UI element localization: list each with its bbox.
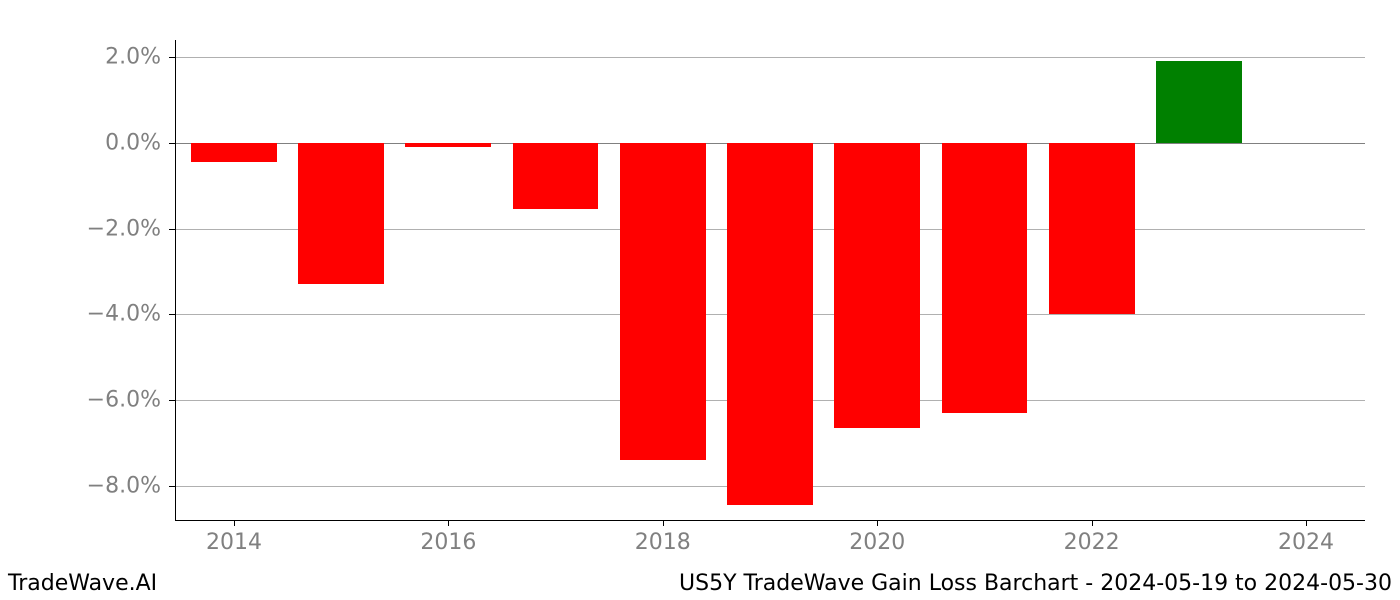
y-tick-mark bbox=[169, 400, 175, 401]
y-tick-label: −2.0% bbox=[0, 216, 161, 241]
footer-watermark: TradeWave.AI bbox=[8, 571, 157, 596]
y-tick-label: −4.0% bbox=[0, 302, 161, 327]
y-tick-mark bbox=[169, 229, 175, 230]
y-tick-label: −8.0% bbox=[0, 473, 161, 498]
y-tick-mark bbox=[169, 314, 175, 315]
x-tick-mark bbox=[1092, 520, 1093, 526]
y-axis-line bbox=[175, 40, 176, 520]
bar bbox=[834, 143, 920, 428]
x-tick-label: 2020 bbox=[849, 530, 905, 555]
x-tick-label: 2018 bbox=[635, 530, 691, 555]
y-tick-label: 2.0% bbox=[0, 45, 161, 70]
x-axis-line bbox=[175, 520, 1365, 521]
gridline bbox=[175, 57, 1365, 58]
x-tick-label: 2022 bbox=[1064, 530, 1120, 555]
bar bbox=[298, 143, 384, 284]
y-tick-mark bbox=[169, 143, 175, 144]
bar bbox=[1156, 61, 1242, 142]
bar bbox=[513, 143, 599, 209]
bar bbox=[191, 143, 277, 162]
x-tick-mark bbox=[1306, 520, 1307, 526]
x-tick-label: 2016 bbox=[420, 530, 476, 555]
x-tick-label: 2014 bbox=[206, 530, 262, 555]
footer-caption: US5Y TradeWave Gain Loss Barchart - 2024… bbox=[679, 571, 1392, 596]
bar bbox=[405, 143, 491, 147]
bar bbox=[942, 143, 1028, 413]
bar bbox=[727, 143, 813, 505]
bar bbox=[1049, 143, 1135, 314]
x-tick-mark bbox=[877, 520, 878, 526]
y-tick-mark bbox=[169, 486, 175, 487]
x-tick-label: 2024 bbox=[1278, 530, 1334, 555]
x-tick-mark bbox=[663, 520, 664, 526]
y-tick-label: −6.0% bbox=[0, 388, 161, 413]
x-tick-mark bbox=[448, 520, 449, 526]
bar-chart-figure: −8.0% −6.0% −4.0% −2.0% 0.0% 2.0% 2014 2016 201… bbox=[0, 0, 1400, 600]
bar bbox=[620, 143, 706, 460]
y-tick-mark bbox=[169, 57, 175, 58]
x-tick-mark bbox=[234, 520, 235, 526]
y-tick-label: 0.0% bbox=[0, 130, 161, 155]
